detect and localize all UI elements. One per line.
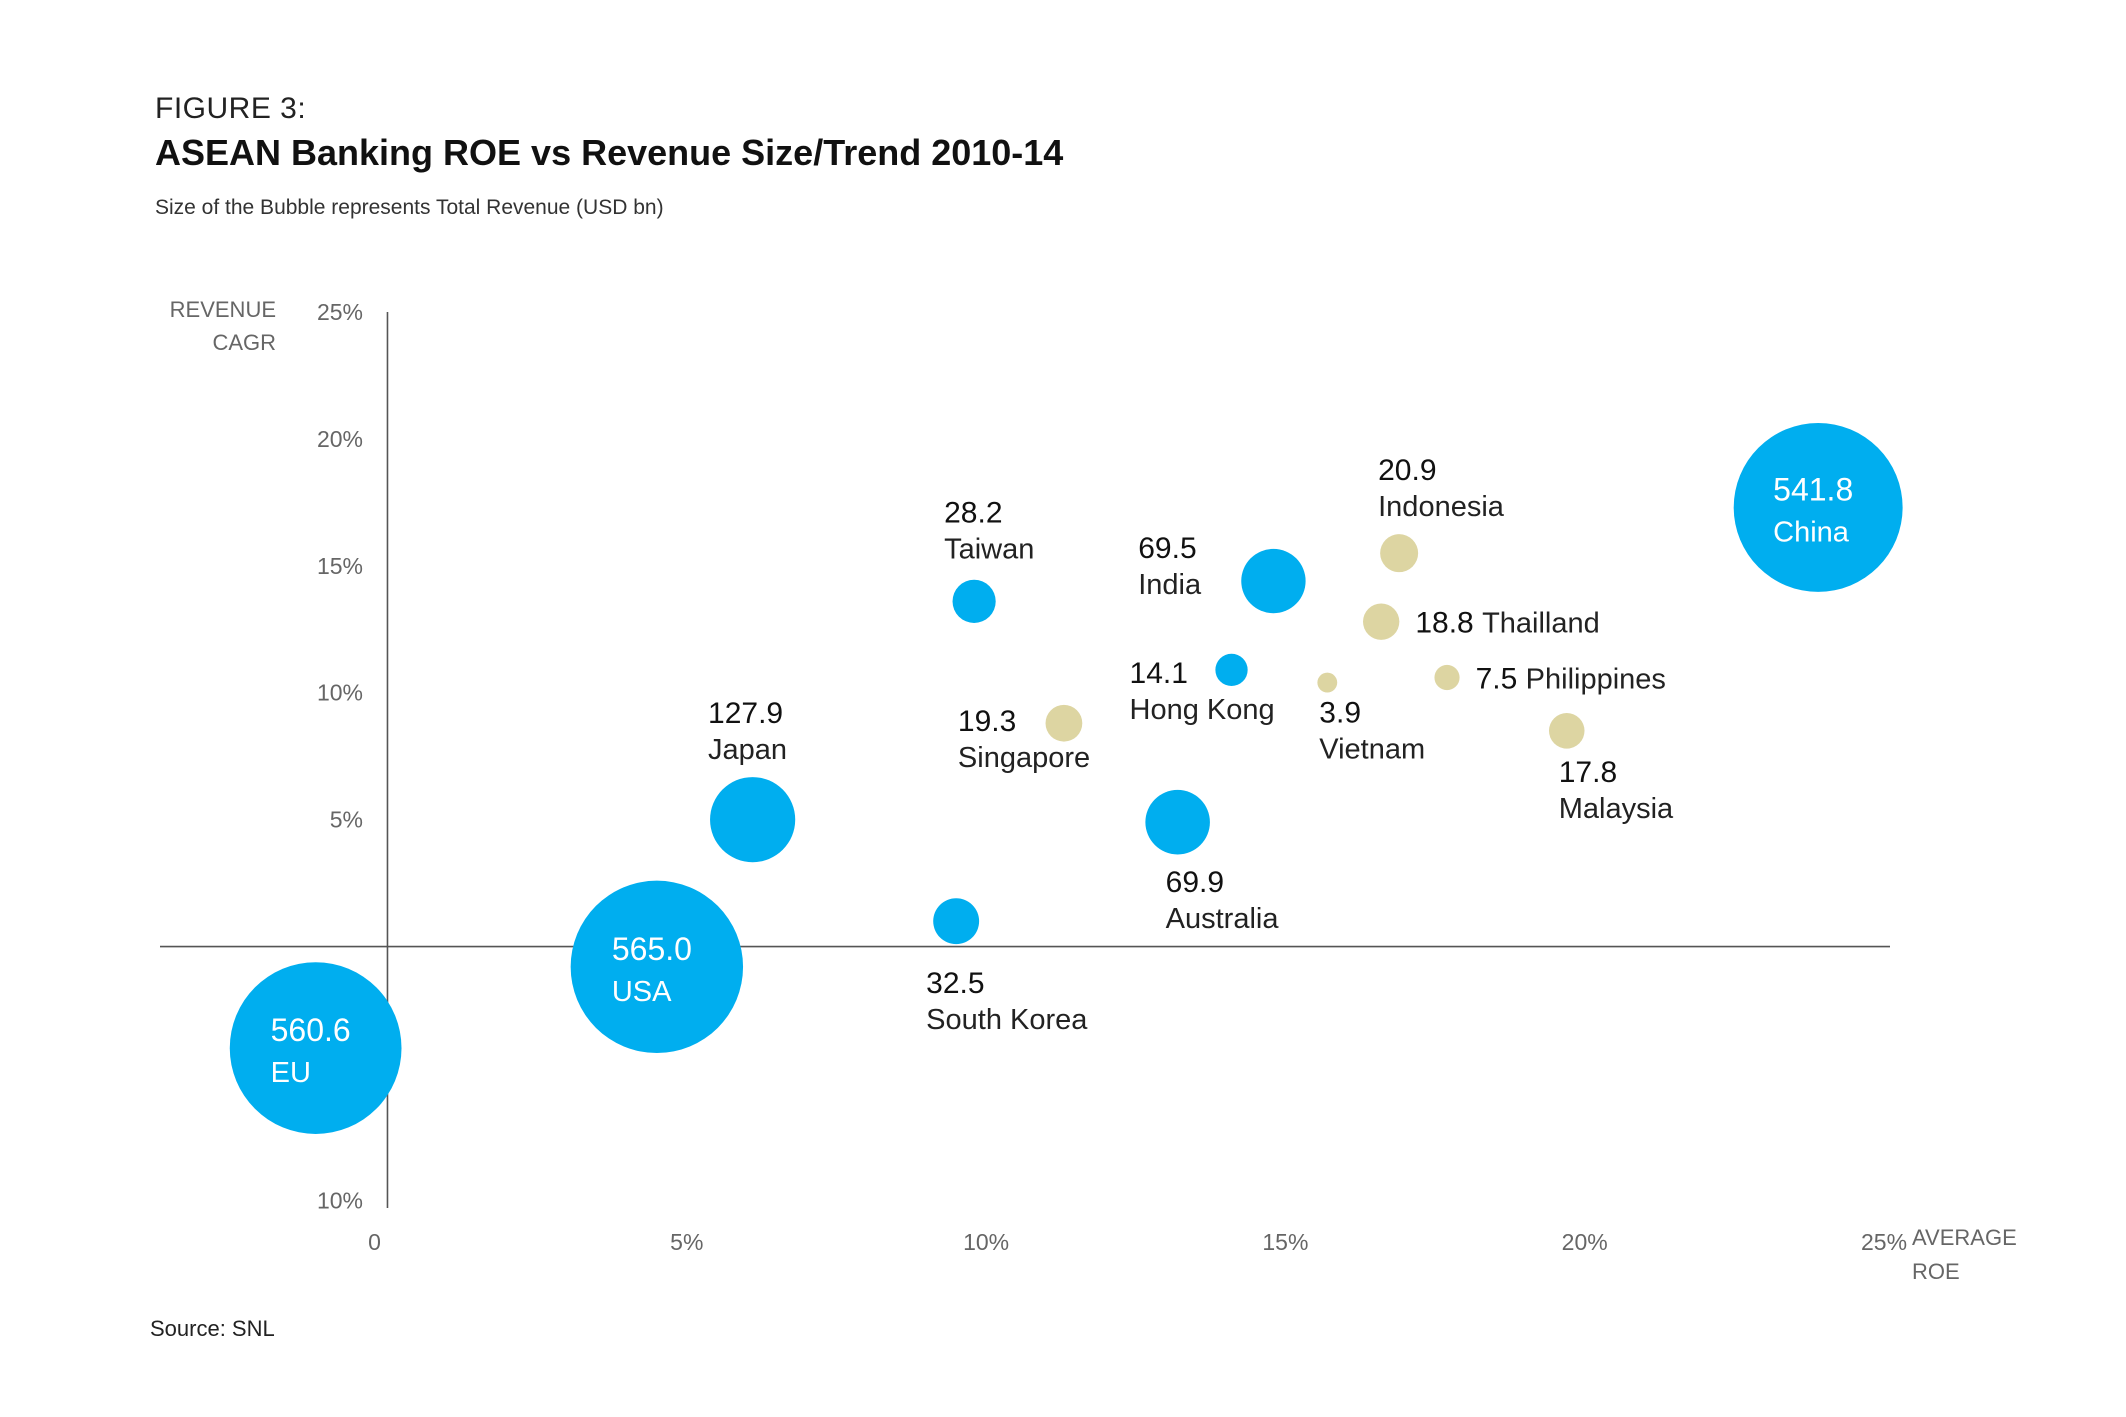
data-label-value: 14.1 [1130,657,1188,690]
data-label-name: Indonesia [1378,491,1505,523]
chart-title: ASEAN Banking ROE vs Revenue Size/Trend … [155,132,1064,173]
y-axis-title: REVENUE [170,297,276,322]
bubble-china [1733,422,1903,592]
data-label-name: Taiwan [944,533,1034,565]
x-tick-label: 10% [963,1229,1009,1255]
bubble-singapore [1045,704,1083,742]
data-label-name: Singapore [958,742,1090,774]
data-label-value: 28.2 [944,496,1002,529]
data-label-value: 69.9 [1166,866,1224,899]
bubble-indonesia [1380,534,1419,573]
bubble-usa [570,880,744,1054]
x-axis-title: ROE [1912,1259,1960,1284]
data-label-value: 32.5 [926,967,984,1000]
data-label-value: 541.8 [1773,471,1853,507]
data-label-name: USA [612,976,672,1008]
data-label-name: EU [271,1057,311,1089]
bubble-australia [1145,789,1210,855]
x-tick-label: 15% [1262,1229,1308,1255]
data-label-value: 19.3 [958,705,1016,738]
bubble-japan [710,777,796,863]
data-label-name: Australia [1166,903,1280,935]
y-tick-label: 20% [317,426,363,452]
data-label-name: Vietnam [1319,734,1425,766]
bubble-vietnam [1317,672,1338,693]
data-label-name: Hong Kong [1130,694,1275,726]
figure-label: FIGURE 3: [155,92,307,125]
data-label-value: 3.9 [1319,697,1361,730]
data-label-value: 69.5 [1138,532,1196,565]
data-label-name: Philippines [1526,664,1666,696]
bubble-thailland [1363,603,1400,640]
source-note: Source: SNL [150,1316,275,1341]
data-label-name: South Korea [926,1004,1088,1036]
data-label-name: Thailland [1482,608,1600,640]
data-label-value: 7.5 [1476,663,1526,696]
bubble-hong-kong [1215,653,1248,687]
y-tick-label: 10% [317,680,363,706]
data-label-value: 20.9 [1378,454,1436,487]
y-tick-label: 10% [317,1187,363,1213]
data-label-value: 18.8 [1415,607,1482,640]
y-axis-title: CAGR [212,330,276,355]
x-tick-label: 5% [670,1229,703,1255]
data-label-value: 127.9 [708,697,783,730]
y-tick-label: 5% [330,807,363,833]
chart-subtitle: Size of the Bubble represents Total Reve… [155,196,664,219]
bubble-malaysia [1548,713,1585,749]
bubble-south-korea [933,898,980,945]
data-label-name: Japan [708,734,787,766]
x-tick-label: 25% [1861,1229,1907,1255]
bubble-philippines [1434,664,1460,691]
data-label-value: 565.0 [612,931,692,967]
data-label-philippines: 7.5 Philippines [1476,663,1666,696]
data-label-value: 560.6 [271,1012,351,1048]
bubble-eu [229,962,402,1134]
data-label-name: India [1138,569,1202,601]
x-tick-label: 0 [368,1229,381,1255]
x-tick-label: 20% [1562,1229,1608,1255]
y-tick-label: 25% [317,299,363,325]
y-tick-label: 15% [317,553,363,579]
x-axis-title: AVERAGE [1912,1225,2017,1250]
bubble-india [1241,548,1306,614]
data-label-name: China [1773,516,1850,548]
bubble-taiwan [952,579,996,623]
data-label-name: Malaysia [1559,793,1674,825]
data-label-thailland: 18.8 Thailland [1415,607,1599,640]
data-label-value: 17.8 [1559,756,1617,789]
